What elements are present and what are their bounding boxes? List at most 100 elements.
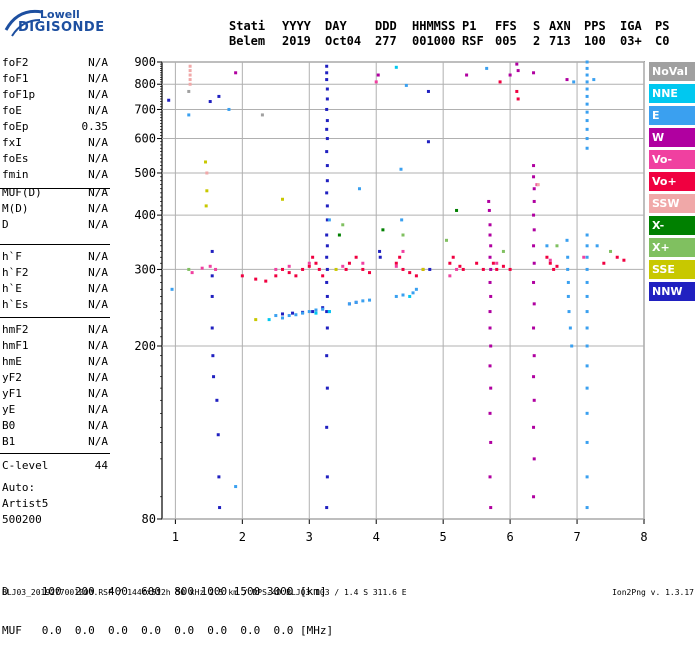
echo-point-nnw [325,354,329,358]
echo-point-nnw [325,150,329,154]
echo-point-vo [294,274,298,278]
param-name: yE [2,403,16,416]
param-row-ye: yE N/A [2,403,108,417]
auto-program: Artist5 [2,497,49,510]
echo-point-vo [475,261,479,265]
echo-point-vo [401,249,405,253]
param-name: fmin [2,168,29,181]
echo-point-sse [204,204,208,208]
echo-point-vo [501,264,505,268]
echo-point-x [381,228,385,232]
echo-point-e [301,311,305,315]
echo-point-nnw [378,249,382,253]
echo-point-vo [515,89,519,93]
echo-point-vo [307,261,311,265]
y-tick-label: 400 [134,208,156,222]
param-value: N/A [88,387,108,400]
y-tick-label: 500 [134,166,156,180]
param-row-hmf2: hmF2 N/A [2,323,108,337]
echo-point-w [488,364,492,368]
legend-item-nne: NNE [649,84,695,103]
echo-point-e [566,280,570,284]
echo-point-x [555,244,559,248]
echo-point-e [570,344,574,348]
echo-point-nnw [208,100,212,104]
echo-point-sse [334,267,338,271]
param-value: N/A [88,371,108,384]
echo-point-x [501,249,505,253]
echo-point-vo [344,267,348,271]
echo-point-e [585,110,589,114]
echo-point-vo [548,261,552,265]
param-row-hes: h`Es N/A [2,298,108,312]
echo-point-vo [208,264,212,268]
header-label-iga: IGA [620,19,642,33]
header-value-iga: 03+ [620,34,642,48]
echo-point-e [595,244,599,248]
param-value: N/A [88,88,108,101]
echo-point-w [489,294,493,298]
echo-point-w [489,267,493,271]
echo-point-nnw [210,326,214,330]
echo-point-x [609,249,613,253]
echo-point-w [532,244,536,248]
echo-point-nnw [325,294,329,298]
echo-point-w [565,78,569,82]
echo-point-sse [204,160,208,164]
param-value: N/A [88,104,108,117]
param-row-fxi: fxI N/A [2,136,108,150]
echo-point-e [400,218,404,222]
echo-point-vo [274,274,278,278]
header-label-ffs: FFS [495,19,517,33]
echo-point-e [585,94,589,98]
echo-point-e [568,326,572,330]
echo-point-e [585,344,589,348]
echo-point-vo [274,267,278,271]
echo-point-nnw [216,433,220,437]
echo-point-e [585,506,589,510]
echo-point-nnw [325,71,329,75]
param-name: foEp [2,120,29,133]
echo-point-w [489,386,493,390]
echo-point-nnw [325,475,329,479]
echo-point-e [585,294,589,298]
echo-point-e [566,267,570,271]
param-value: N/A [88,323,108,336]
legend: NoVal NNE E W Vo- Vo+ SSW X- X+ SSE NNW [649,62,695,304]
echo-point-e [234,485,238,489]
echo-point-vo [368,271,372,275]
param-value: N/A [88,250,108,263]
echo-point-e [321,307,325,311]
echo-point-w [532,213,536,217]
echo-point-e [565,238,569,242]
param-value: N/A [88,266,108,279]
param-value: N/A [88,72,108,85]
echo-point-e [281,316,284,320]
echo-point-e [585,475,589,479]
station-header: Stati YYYY DAY DDD HHMMSS P1 FFS S AXN PPS IGA PS Be… [229,19,675,49]
header-label-hhmmss: HHMMSS [412,19,456,33]
header-value-p1: RSF [462,34,484,48]
echo-point-w [489,440,493,444]
distance-values: 100 200 400 600 800 1000 1500 3000 [8,585,294,598]
echo-point-vo [394,261,398,265]
echo-point-nnw [325,280,329,284]
echo-point-w [488,255,492,259]
param-name: h`Es [2,298,29,311]
echo-point-nnw [217,94,221,98]
header-value-ffs: 005 [495,34,517,48]
echo-point-vo [545,255,549,259]
echo-point-nnw [325,87,329,91]
param-value: N/A [88,168,108,181]
header-label-yyyy: YYYY [282,19,311,33]
echo-point-nnw [325,425,329,429]
echo-point-nnw [291,311,295,315]
muf-values: 0.0 0.0 0.0 0.0 0.0 0.0 0.0 0.0 [21,624,294,637]
distance-label: D [2,585,9,598]
echo-point-e [287,314,291,318]
echo-point-e [401,293,405,297]
header-label-ps: PS [655,19,670,33]
echo-point-nnw [325,107,329,111]
echo-point-w [532,175,536,179]
echo-point-e [399,167,403,171]
